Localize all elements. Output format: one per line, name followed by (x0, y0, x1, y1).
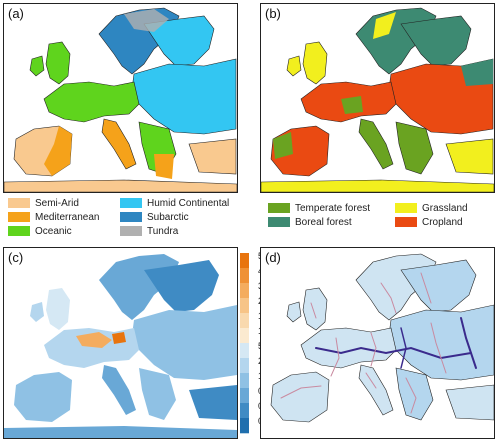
legend-swatch (268, 203, 290, 213)
legend-label: Oceanic (35, 226, 72, 237)
legend-label: Grassland (422, 203, 468, 214)
colorbar-segment (240, 313, 249, 329)
legend-item: Subarctic (120, 212, 189, 224)
colorbar-segment (240, 373, 249, 389)
colorbar-svg (240, 253, 249, 434)
value-map (4, 248, 237, 438)
map-panel-land-cover: (b) (260, 3, 495, 193)
legend-item: Tundra (120, 226, 178, 238)
colorbar-segment (240, 388, 249, 404)
legend-label: Boreal forest (295, 217, 352, 228)
legend-item: Grassland (395, 203, 468, 215)
colorbar-segment (240, 418, 249, 434)
legend-swatch (120, 226, 142, 236)
legend-item: Semi-Arid (8, 198, 79, 210)
legend-label: Humid Continental (147, 198, 230, 209)
climate-map (4, 4, 237, 192)
legend-label: Semi-Arid (35, 198, 79, 209)
legend-swatch (8, 226, 30, 236)
colorbar-segment (240, 298, 249, 314)
legend-item: Oceanic (8, 226, 72, 238)
colorbar-segment (240, 283, 249, 299)
colorbar-segment (240, 328, 249, 344)
legend-item: Cropland (395, 217, 463, 229)
panel-label-b: (b) (265, 6, 281, 21)
legend-label: Subarctic (147, 212, 189, 223)
legend-swatch (120, 198, 142, 208)
colorbar-segment (240, 343, 249, 359)
legend-item: Mediterranean (8, 212, 99, 224)
land-cover-map (261, 4, 494, 192)
legend-label: Temperate forest (295, 203, 371, 214)
legend-swatch (395, 217, 417, 227)
map-panel-values: (c) (3, 247, 238, 439)
map-panel-climate-zones: (a) (3, 3, 238, 193)
panel-label-d: (d) (265, 250, 281, 265)
colorbar-segment (240, 358, 249, 374)
map-panel-rivers: (d) (260, 247, 495, 439)
colorbar-segment (240, 403, 249, 419)
panel-label-a: (a) (8, 6, 24, 21)
legend-label: Tundra (147, 226, 179, 237)
colorbar-segment (240, 268, 249, 284)
legend-swatch (120, 212, 142, 222)
legend-item: Boreal forest (268, 217, 352, 229)
legend-label: Mediterranean (35, 212, 100, 223)
legend-swatch (8, 198, 30, 208)
legend-swatch (268, 217, 290, 227)
legend-item: Humid Continental (120, 198, 229, 210)
legend-swatch (395, 203, 417, 213)
river-map (261, 248, 494, 438)
legend-item: Temperate forest (268, 203, 370, 215)
legend-swatch (8, 212, 30, 222)
legend-label: Cropland (422, 217, 463, 228)
colorbar (238, 247, 254, 437)
colorbar-segment (240, 253, 249, 269)
panel-label-c: (c) (8, 250, 24, 265)
